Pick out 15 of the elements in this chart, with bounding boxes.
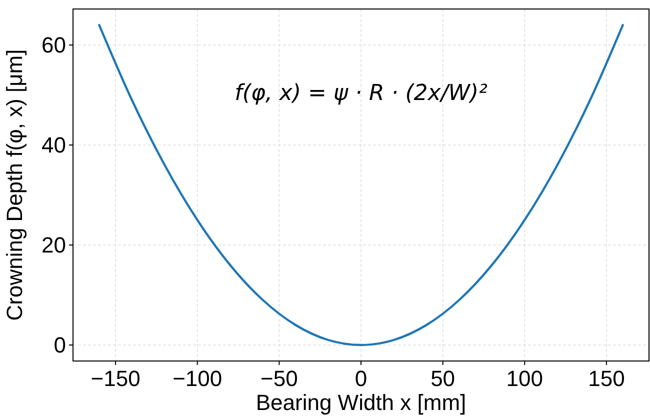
- x-tick-label: 150: [588, 366, 625, 391]
- y-tick-label: 60: [42, 32, 66, 58]
- y-tick-label: 20: [42, 232, 66, 258]
- x-tick-label: 0: [354, 366, 368, 391]
- y-axis-title: Crowning Depth f(φ, x) [μm]: [2, 49, 27, 321]
- y-tick-label: 40: [42, 132, 66, 158]
- x-axis-title: Bearing Width x [mm]: [256, 390, 466, 415]
- x-tick-label: 100: [506, 366, 543, 391]
- x-tick-label: −150: [90, 366, 140, 391]
- line-series: [98, 24, 624, 346]
- x-tick-label: 50: [430, 366, 456, 391]
- x-tick-label: −50: [260, 366, 298, 391]
- x-tick-label: −100: [172, 366, 222, 391]
- annotation: f(φ, x) = ψ · R · (2x/W)²: [234, 81, 488, 106]
- y-tick-label: 0: [54, 332, 66, 358]
